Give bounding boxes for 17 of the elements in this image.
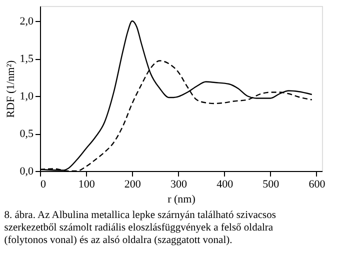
- x-tick-label: 400: [216, 178, 234, 190]
- y-axis-title: RDF (1/nm²): [4, 60, 17, 118]
- x-tick-label: 300: [170, 178, 188, 190]
- text: szerkezetből számolt radiális eloszlásfüggvények a felső oldalra: [4, 222, 274, 234]
- y-tick-label: 2,0: [20, 16, 34, 28]
- x-tick-label: 0: [40, 178, 46, 190]
- x-tick-label: 100: [78, 178, 96, 190]
- y-tick-label: 1,0: [20, 90, 34, 102]
- x-tick-label: 500: [262, 178, 280, 190]
- y-tick-label: 0,5: [20, 128, 34, 140]
- y-tick-label: 1,5: [20, 53, 34, 65]
- text: 8. ábra. Az Albulina metallica lepke szárnyán található szivacsos: [4, 210, 276, 221]
- x-tick-label: 600: [308, 178, 326, 190]
- x-axis-title: r (nm): [168, 194, 196, 206]
- x-tick-label: 200: [124, 178, 142, 190]
- text: (folytonos vonal) és az alsó oldalra (szaggatott vonal).: [4, 235, 232, 246]
- y-tick-label: 0,0: [20, 166, 34, 178]
